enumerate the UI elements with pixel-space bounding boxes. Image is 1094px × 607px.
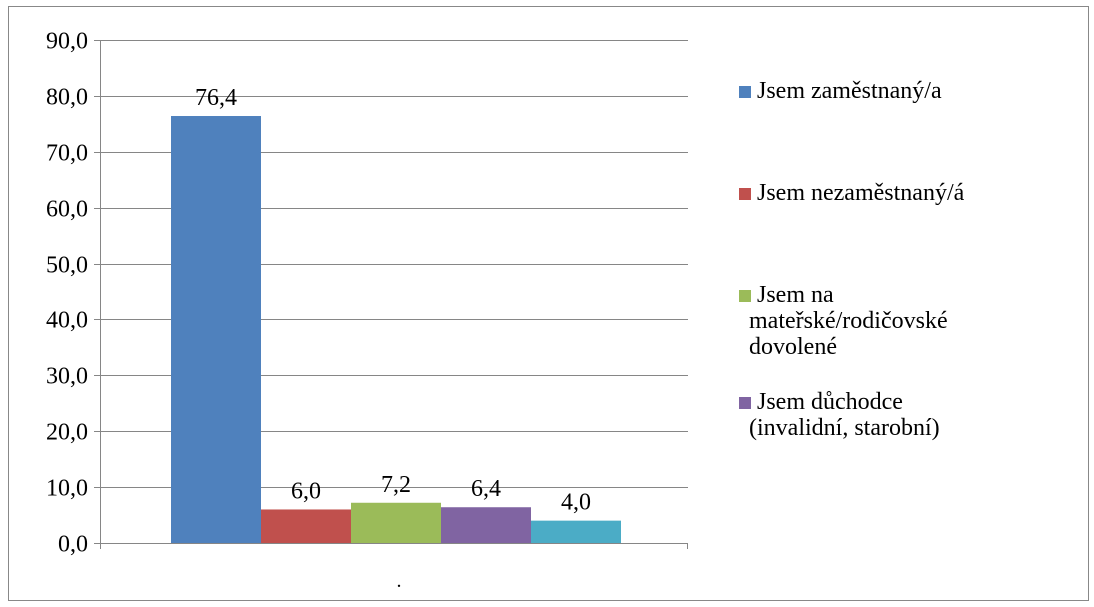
data-label: 6,0 xyxy=(291,478,321,504)
data-label: 6,4 xyxy=(471,476,501,502)
legend-label: Jsem na xyxy=(757,282,834,308)
y-tick-labels: 0,0 10,0 20,0 30,0 40,0 50,0 60,0 70,0 80,0 90,0 xyxy=(46,29,88,558)
x-axis-label: . xyxy=(397,570,402,592)
y-tick-label: 0,0 xyxy=(58,532,88,558)
y-tick-label: 50,0 xyxy=(46,253,88,279)
legend-label: Jsem zaměstnaný/a xyxy=(757,78,942,104)
y-tick-label: 70,0 xyxy=(46,141,88,167)
bar xyxy=(531,520,621,543)
legend: Jsem zaměstnaný/a Jsem nezaměstnaný/á Jsem… xyxy=(739,78,965,441)
y-tick-label: 30,0 xyxy=(46,364,88,390)
y-tick-label: 60,0 xyxy=(46,197,88,223)
y-tick-label: 10,0 xyxy=(46,476,88,502)
legend-item: Jsem zaměstnaný/a xyxy=(739,78,942,104)
legend-label: dovolené xyxy=(749,334,837,360)
y-tick-label: 80,0 xyxy=(46,85,88,111)
legend-label: Jsem důchodce xyxy=(757,389,903,415)
legend-swatch xyxy=(739,290,751,302)
legend-label: mateřské/rodičovské xyxy=(749,308,948,334)
y-tick-label: 40,0 xyxy=(46,308,88,334)
bar xyxy=(171,116,261,544)
legend-item: Jsem nezaměstnaný/á xyxy=(739,180,965,206)
data-label: 76,4 xyxy=(195,85,237,111)
bar xyxy=(261,509,351,543)
axes xyxy=(94,40,688,549)
y-tick-label: 20,0 xyxy=(46,420,88,446)
legend-swatch xyxy=(739,188,751,200)
title-band xyxy=(0,0,1094,6)
legend-label: Jsem nezaměstnaný/á xyxy=(757,180,965,206)
y-tick-label: 90,0 xyxy=(46,29,88,55)
bars xyxy=(171,116,621,544)
bar xyxy=(351,502,441,543)
legend-item: Jsem důchodce(invalidní, starobní) xyxy=(739,389,940,441)
bar xyxy=(441,507,531,543)
legend-swatch xyxy=(739,397,751,409)
data-label: 7,2 xyxy=(381,472,411,498)
data-labels: 76,4 6,0 7,2 6,4 4,0 xyxy=(195,85,591,516)
legend-label: (invalidní, starobní) xyxy=(749,415,940,441)
legend-swatch xyxy=(739,86,751,98)
data-label: 4,0 xyxy=(561,490,591,516)
